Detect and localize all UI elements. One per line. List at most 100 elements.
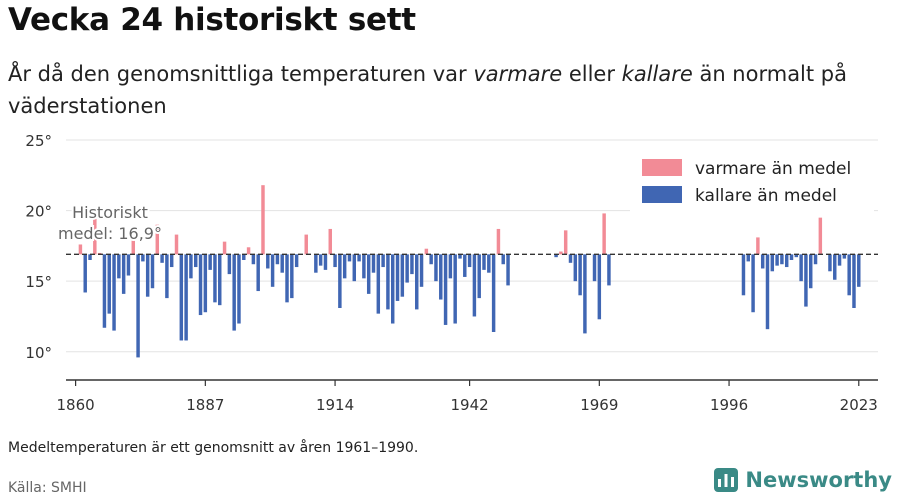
mean-label-halo: Historiskt	[72, 203, 148, 222]
cold-bar	[578, 254, 582, 296]
cold-bar	[429, 254, 433, 265]
mean-label: Historiskt	[72, 203, 148, 222]
chart-subtitle: År då den genomsnittliga temperaturen va…	[8, 58, 868, 122]
cold-bar	[256, 254, 260, 292]
cold-bar	[415, 254, 419, 310]
cold-bar	[804, 254, 808, 307]
cold-bar	[395, 254, 400, 301]
cold-bar	[477, 254, 481, 299]
cold-bar	[184, 254, 188, 341]
cold-bar	[833, 254, 837, 280]
cold-bar	[386, 254, 390, 310]
cold-bar	[467, 254, 472, 268]
x-tick-label: 1942	[451, 396, 489, 414]
cold-bar	[102, 254, 107, 328]
cold-bar	[794, 254, 799, 258]
warm-bar	[424, 248, 429, 255]
cold-bar	[218, 254, 222, 306]
cold-bar	[448, 254, 453, 279]
cold-bar	[194, 254, 198, 268]
cold-bar	[607, 254, 611, 286]
x-tick-label: 1914	[316, 396, 354, 414]
cold-bar	[290, 254, 294, 299]
cold-bar	[169, 254, 174, 268]
cold-bar	[400, 254, 405, 297]
cold-bar	[203, 254, 208, 313]
cold-bar	[165, 254, 169, 299]
cold-bar	[501, 254, 505, 265]
warm-bar	[93, 217, 97, 255]
cold-bar	[770, 254, 775, 272]
cold-bar	[443, 254, 448, 325]
cold-bar	[780, 254, 784, 265]
cold-bar	[347, 254, 352, 262]
cold-bar	[107, 254, 111, 314]
warm-bar	[155, 224, 160, 255]
cold-bar	[112, 254, 116, 331]
x-tick-label: 1996	[710, 396, 748, 414]
cold-bar	[842, 254, 847, 259]
cold-bar	[852, 254, 856, 308]
cold-bar	[828, 254, 832, 272]
cold-bar	[189, 254, 193, 279]
cold-bar	[342, 254, 347, 279]
y-tick-label: 15°	[25, 273, 52, 291]
subtitle-part-2: eller	[562, 62, 622, 86]
cold-bar	[145, 254, 150, 297]
warm-bar	[818, 217, 823, 255]
warm-bar	[563, 230, 568, 255]
x-tick-label: 1969	[580, 396, 618, 414]
cold-bar	[150, 254, 155, 289]
cold-bar	[294, 254, 299, 268]
cold-bar	[280, 254, 284, 273]
cold-bar	[366, 254, 371, 294]
cold-bar	[160, 254, 164, 263]
legend-swatch	[642, 159, 682, 176]
mean-label-halo: medel: 16,9°	[58, 224, 162, 243]
warm-bar	[246, 247, 251, 255]
cold-bar	[381, 254, 385, 268]
cold-bar	[270, 254, 275, 287]
brand-name: Newsworthy	[745, 468, 892, 492]
subtitle-part-1: År då den genomsnittliga temperaturen va…	[8, 62, 474, 86]
warm-bar	[602, 213, 606, 255]
cold-bar	[775, 254, 779, 266]
cold-bar	[357, 254, 361, 262]
cold-bar	[136, 254, 140, 358]
cold-bar	[741, 254, 746, 296]
cold-bar	[242, 254, 246, 260]
warm-bar	[174, 234, 179, 255]
warm-bar	[559, 251, 563, 255]
cold-bar	[318, 254, 323, 266]
cold-bar	[83, 254, 87, 293]
cold-bar	[857, 254, 861, 287]
cold-bar	[760, 254, 765, 269]
brand-logo[interactable]: Newsworthy	[714, 468, 892, 492]
warm-bar	[222, 241, 227, 255]
mean-label: medel: 16,9°	[58, 224, 162, 243]
x-tick-label: 1887	[186, 396, 224, 414]
cold-bar	[227, 254, 232, 275]
cold-bar	[583, 254, 587, 334]
cold-bar	[208, 254, 212, 270]
warm-bar	[304, 234, 308, 255]
cold-bar	[472, 254, 477, 317]
cold-bar	[117, 254, 121, 279]
cold-bar	[809, 254, 813, 289]
cold-bar	[506, 254, 510, 286]
cold-bar	[434, 254, 438, 282]
subtitle-part-3: än normalt på väderstationen	[8, 62, 847, 118]
cold-bar	[266, 254, 270, 269]
warm-bar	[328, 228, 332, 255]
cold-bar	[491, 254, 496, 332]
source-credit: Källa: SMHI	[8, 480, 87, 496]
subtitle-cold-word: kallare	[621, 62, 693, 86]
cold-bar	[482, 254, 486, 270]
cold-bar	[232, 254, 236, 331]
warm-bar	[261, 185, 265, 255]
cold-bar	[573, 254, 578, 282]
cold-bar	[333, 254, 337, 268]
cold-bar	[179, 254, 184, 341]
cold-bar	[463, 254, 467, 277]
